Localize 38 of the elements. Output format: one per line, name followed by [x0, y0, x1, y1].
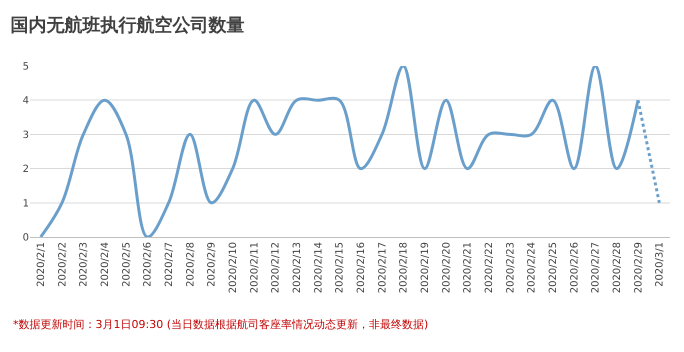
x-tick-label: 2020/2/6 [142, 242, 154, 287]
x-tick-label: 2020/2/19 [420, 242, 431, 294]
x-tick-label: 2020/2/3 [78, 242, 90, 287]
y-tick-label: 5 [22, 62, 29, 72]
x-tick-label: 2020/2/22 [484, 242, 495, 294]
chart-title: 国内无航班执行航空公司数量 [10, 14, 244, 36]
x-tick-label: 2020/2/5 [121, 242, 132, 287]
x-tick-label: 2020/2/17 [377, 242, 388, 294]
x-tick-label: 2020/2/12 [270, 242, 282, 294]
x-tick-label: 2020/2/24 [526, 242, 538, 294]
y-tick-label: 4 [22, 96, 29, 107]
x-tick-label: 2020/2/16 [356, 242, 367, 294]
x-tick-label: 2020/2/1 [36, 242, 47, 287]
x-tick-label: 2020/2/4 [100, 242, 111, 287]
x-tick-label: 2020/2/25 [548, 242, 559, 294]
x-tick-label: 2020/3/1 [654, 242, 666, 287]
x-tick-label: 2020/2/28 [612, 242, 623, 294]
y-tick-label: 0 [22, 232, 29, 244]
y-tick-label: 1 [22, 198, 29, 210]
y-tick-label: 3 [22, 130, 29, 141]
x-tick-label: 2020/2/2 [57, 242, 68, 287]
x-tick-label: 2020/2/20 [441, 242, 452, 294]
x-tick-label: 2020/2/29 [633, 242, 644, 294]
x-tick-label: 2020/2/7 [164, 242, 175, 287]
x-tick-label: 2020/2/15 [334, 242, 346, 294]
x-tick-label: 2020/2/8 [185, 242, 196, 287]
y-tick-label: 2 [22, 164, 29, 176]
x-tick-label: 2020/2/10 [228, 242, 239, 294]
x-tick-label: 2020/2/11 [249, 242, 260, 294]
text: *数据更新时间：3月1日09:30 (当日数据根据航司客座率情况动态更新，非最终数据) [13, 318, 428, 331]
x-tick-label: 2020/2/18 [398, 242, 410, 294]
x-tick-label: 2020/2/13 [292, 242, 303, 294]
x-tick-label: 2020/2/21 [462, 242, 474, 294]
x-tick-label: 2020/2/26 [569, 242, 580, 294]
x-tick-label: 2020/2/27 [590, 242, 602, 294]
x-tick-label: 2020/2/9 [206, 242, 218, 287]
x-tick-label: 2020/2/14 [313, 242, 324, 294]
x-tick-label: 2020/2/23 [505, 242, 516, 294]
